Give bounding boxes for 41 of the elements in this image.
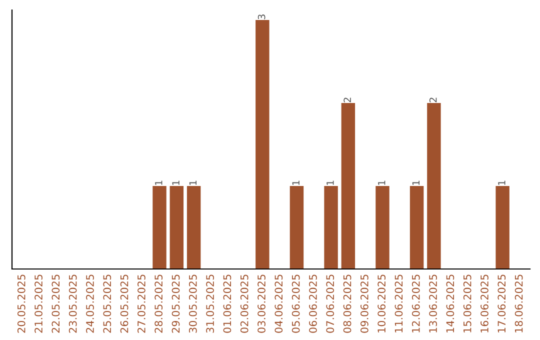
data-label: 1 — [172, 180, 180, 185]
data-label: 2 — [344, 98, 351, 102]
x-tick-label: 29.05.2025 — [172, 274, 180, 333]
x-tick-label: 24.05.2025 — [86, 274, 94, 333]
x-tick-label: 04.06.2025 — [274, 274, 283, 333]
x-tick-label: 15.06.2025 — [463, 274, 472, 332]
x-tick-label: 28.05.2025 — [154, 274, 163, 333]
x-tick-label: 26.05.2025 — [120, 274, 128, 333]
x-tick-label: 10.06.2025 — [378, 274, 386, 332]
x-tick-label: 14.06.2025 — [446, 274, 454, 332]
data-label: 1 — [326, 180, 334, 185]
x-tick-label: 16.06.2025 — [480, 274, 488, 332]
data-label: 1 — [292, 180, 300, 185]
x-tick-label: 17.06.2025 — [498, 274, 506, 332]
data-label: 1 — [378, 180, 386, 185]
x-tick-label: 13.06.2025 — [429, 274, 437, 332]
x-tick-label: 23.05.2025 — [68, 274, 77, 333]
x-tick-label: 01.06.2025 — [223, 274, 232, 333]
x-tick-label: 20.05.2025 — [17, 274, 26, 333]
data-label: 1 — [155, 180, 162, 185]
data-label: 2 — [429, 98, 437, 102]
x-tick-label: 25.05.2025 — [103, 274, 112, 333]
x-tick-label: 31.05.2025 — [206, 274, 214, 333]
x-tick-label: 30.05.2025 — [188, 274, 197, 333]
x-tick-label: 18.06.2025 — [514, 274, 523, 332]
x-tick-label: 06.06.2025 — [309, 274, 317, 333]
x-tick-label: 02.06.2025 — [240, 274, 248, 333]
x-tick-label: 09.06.2025 — [360, 274, 368, 333]
data-label: 1 — [498, 180, 506, 185]
x-tick-label: 12.06.2025 — [412, 274, 420, 332]
x-tick-label: 05.06.2025 — [292, 274, 300, 333]
data-label: 3 — [258, 14, 266, 20]
data-label: 1 — [412, 180, 420, 185]
x-tick-label: 27.05.2025 — [138, 274, 146, 333]
x-tick-label: 08.06.2025 — [343, 274, 352, 333]
x-tick-label: 22.05.2025 — [52, 274, 60, 333]
x-tick-label: 21.05.2025 — [34, 274, 42, 333]
data-label: 1 — [189, 180, 196, 185]
x-tick-label: 11.06.2025 — [394, 274, 403, 332]
x-tick-label: 03.06.2025 — [258, 274, 266, 333]
x-tick-label: 07.06.2025 — [326, 274, 334, 333]
